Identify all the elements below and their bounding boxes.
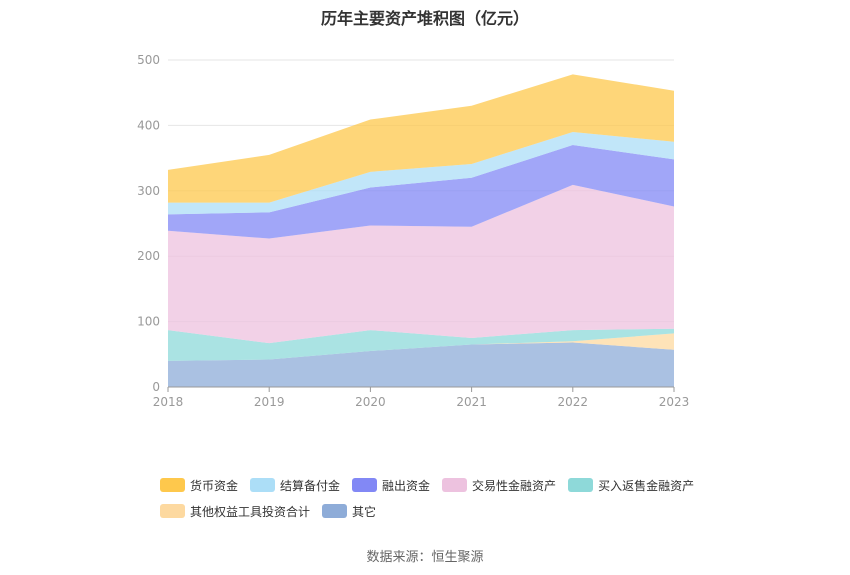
x-tick-label: 2020 [355,395,386,409]
legend-item[interactable]: 融出资金 [352,477,430,494]
legend-swatch [160,478,185,492]
area-series-货币资金 [168,74,674,203]
legend-item[interactable]: 交易性金融资产 [442,477,556,494]
y-tick-label: 200 [137,249,160,263]
axes: 0 100 200 300 400 500 2018 2019 2020 2021 2022 2023 [137,53,689,409]
legend-swatch [160,504,185,518]
area-series [168,74,674,387]
y-tick-label: 400 [137,118,160,132]
x-tick-label: 2022 [558,395,589,409]
x-tick-label: 2018 [153,395,184,409]
legend-item[interactable]: 其他权益工具投资合计 [160,503,310,520]
legend-item[interactable]: 买入返售金融资产 [568,477,694,494]
legend: 货币资金 结算备付金 融出资金 交易性金融资产 买入返售金融资产其他权益工具投资合计 其它 [160,472,720,524]
legend-swatch [568,478,594,492]
legend-swatch [250,478,276,492]
legend-label: 融出资金 [382,478,431,493]
x-tick-label: 2019 [254,395,285,409]
legend-label: 其它 [352,504,377,519]
legend-label: 交易性金融资产 [472,478,557,493]
legend-swatch [442,478,468,492]
x-tick-label: 2023 [659,395,690,409]
y-tick-label: 0 [152,380,160,394]
legend-item[interactable]: 货币资金 [160,477,238,494]
legend-swatch [322,504,348,518]
legend-row: 货币资金 结算备付金 融出资金 交易性金融资产 买入返售金融资产 [160,472,720,498]
legend-row: 其他权益工具投资合计 其它 [160,498,720,524]
data-source: 数据来源：恒生聚源 [366,550,484,565]
area-series-买入返售金融资产 [168,328,674,361]
chart-title: 历年主要资产堆积图（亿元） [320,9,529,28]
area-series-结算备付金 [168,131,674,215]
legend-label: 其他权益工具投资合计 [190,504,311,519]
y-tick-label: 300 [137,184,160,198]
legend-item[interactable]: 结算备付金 [250,477,340,494]
area-series-融出资金 [168,145,674,239]
legend-label: 结算备付金 [280,478,341,493]
y-tick-label: 100 [137,315,160,329]
area-series-其它 [168,342,674,387]
x-tick-label: 2021 [456,395,487,409]
y-tick-label: 500 [137,53,160,67]
legend-label: 货币资金 [190,478,239,493]
area-series-交易性金融资产 [168,184,674,344]
legend-item[interactable]: 其它 [322,503,376,520]
legend-swatch [352,478,378,492]
legend-label: 买入返售金融资产 [598,478,695,493]
